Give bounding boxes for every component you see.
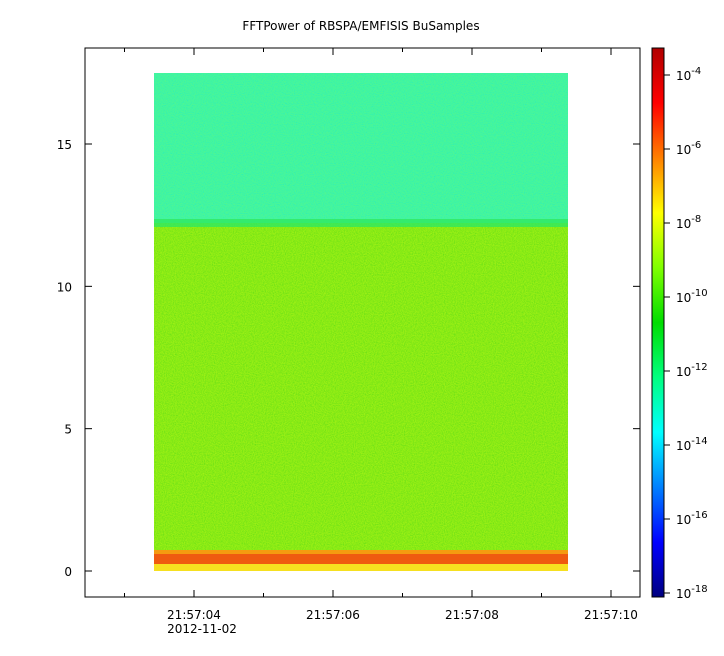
- x-tick-label: 21:57:06: [306, 608, 360, 622]
- x-tick-label: 21:57:08: [445, 608, 499, 622]
- y-tick-label: 10: [57, 280, 72, 294]
- heatmap-bands: [154, 73, 568, 571]
- colorbar: [651, 47, 665, 598]
- colorbar-tick-label: 10-18: [676, 584, 708, 601]
- colorbar-tick-label: 10-8: [676, 214, 701, 231]
- y-tick-label: 15: [57, 138, 72, 152]
- band-high-freq-noise: [154, 73, 568, 223]
- colorbar-tick-label: 10-10: [676, 288, 708, 305]
- colorbar-tick-label: 10-16: [676, 510, 708, 527]
- y-axis: 0 5 10 15: [57, 138, 640, 579]
- band-transition: [154, 219, 568, 227]
- band-low-freq-red-top: [154, 550, 568, 554]
- colorbar-axis: 10-4 10-6 10-8 10-10 10-12 10-14 10-16 10-18: [664, 66, 708, 601]
- colorbar-tick-label: 10-12: [676, 362, 708, 379]
- colorbar-tick-label: 10-6: [676, 140, 701, 157]
- colorbar-tick-label: 10-4: [676, 66, 701, 83]
- y-tick-label: 0: [64, 565, 72, 579]
- colorbar-tick-label: 10-14: [676, 436, 708, 453]
- x-tick-label: 21:57:10: [584, 608, 638, 622]
- band-lowest-freq: [154, 564, 568, 571]
- chart-title: FFTPower of RBSPA/EMFISIS BuSamples: [242, 19, 479, 33]
- band-mid-freq-noise: [154, 223, 568, 553]
- x-tick-label: 21:57:04: [167, 608, 221, 622]
- y-tick-label: 5: [64, 423, 72, 437]
- x-tick-sublabel: 2012-11-02: [167, 622, 237, 636]
